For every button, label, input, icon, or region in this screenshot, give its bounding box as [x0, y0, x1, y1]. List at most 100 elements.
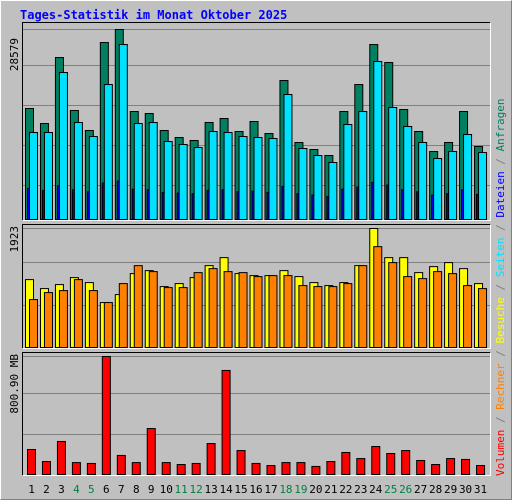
x-tick-label: 11	[175, 483, 188, 496]
legend-separator: /	[494, 151, 507, 171]
x-tick-label: 28	[429, 483, 442, 496]
bar	[388, 107, 398, 220]
x-tick-label: 20	[309, 483, 322, 496]
bar	[236, 450, 246, 476]
bar	[56, 440, 66, 475]
bar	[58, 72, 68, 220]
bar	[116, 454, 126, 475]
x-tick-label: 18	[279, 483, 292, 496]
bar	[251, 462, 261, 475]
y-tick-label: 800.90 MB	[8, 354, 21, 414]
y-tick-label: 1923	[8, 226, 21, 253]
bar	[103, 84, 113, 220]
legend-entry: Volumen	[494, 430, 507, 476]
bar	[356, 458, 366, 475]
legend-entry: Seiten	[494, 238, 507, 278]
bar	[178, 144, 188, 220]
bar	[148, 122, 158, 220]
panel-bevel-light	[22, 352, 491, 476]
legend-separator: /	[494, 218, 507, 238]
x-tick-label: 29	[444, 483, 457, 496]
bar	[208, 131, 218, 220]
x-tick-label: 6	[103, 483, 110, 496]
bar	[253, 276, 263, 349]
x-tick-label: 19	[294, 483, 307, 496]
x-tick-label: 25	[384, 483, 397, 496]
x-tick-label: 24	[369, 483, 383, 496]
bar	[146, 428, 156, 475]
legend-entry: Rechner	[494, 363, 507, 410]
x-tick-label: 22	[339, 483, 352, 496]
bar	[298, 285, 308, 349]
x-tick-label: 14	[219, 483, 233, 496]
bar	[163, 141, 173, 220]
bar	[326, 461, 336, 475]
bar	[373, 61, 383, 220]
x-tick-label: 10	[160, 483, 173, 496]
x-tick-label: 16	[249, 483, 262, 496]
chart-title: Tages-Statistik im Monat Oktober 2025	[20, 8, 287, 22]
x-tick-label: 31	[474, 483, 487, 496]
bar	[343, 283, 353, 349]
bar	[371, 446, 381, 475]
bar	[328, 286, 338, 348]
x-tick-label: 8	[133, 483, 140, 496]
x-tick-label: 27	[414, 483, 427, 496]
bar	[313, 286, 323, 348]
bar	[268, 275, 278, 349]
bar	[193, 272, 203, 348]
bar	[29, 132, 38, 220]
bar	[403, 276, 413, 349]
bar	[27, 448, 36, 476]
bar	[223, 132, 233, 220]
bar	[403, 126, 413, 220]
bar	[88, 290, 98, 348]
bar	[358, 265, 368, 348]
x-tick-label: 13	[204, 483, 217, 496]
legend-entry: Anfragen	[494, 98, 507, 151]
bar	[433, 158, 443, 220]
panel-bevel-dark	[22, 22, 491, 221]
bar	[268, 138, 278, 220]
bar	[446, 458, 456, 475]
bar	[478, 288, 488, 348]
bar	[448, 273, 458, 348]
bar	[208, 268, 218, 349]
x-tick-label: 9	[148, 483, 155, 496]
bar	[86, 462, 96, 475]
bar	[283, 275, 293, 349]
bar	[296, 462, 306, 476]
bar	[358, 111, 368, 220]
x-tick-label: 2	[43, 483, 50, 496]
bar	[476, 465, 486, 476]
x-tick-label: 26	[399, 483, 412, 496]
x-tick-label: 30	[459, 483, 472, 496]
bar	[298, 148, 308, 220]
x-tick-label: 23	[354, 483, 367, 496]
x-tick-label: 21	[324, 483, 337, 496]
bar	[281, 462, 291, 476]
bar	[431, 464, 441, 476]
legend-separator: /	[494, 344, 507, 364]
bar	[161, 462, 171, 476]
bar	[448, 151, 458, 221]
bar	[386, 453, 396, 475]
bar	[73, 279, 83, 348]
bar	[29, 299, 38, 349]
bar	[238, 136, 248, 220]
bar	[313, 155, 323, 220]
bar	[101, 356, 111, 475]
bar	[43, 132, 53, 220]
bar	[283, 94, 293, 220]
legend-entry: Besuche	[494, 297, 507, 343]
bar	[266, 465, 276, 476]
bar	[401, 450, 411, 476]
bar	[131, 462, 141, 476]
bar	[221, 369, 231, 476]
panel	[22, 352, 490, 475]
legend: Volumen / Rechner / Besuche / Seiten / D…	[494, 98, 507, 476]
panel-bevel-light	[22, 224, 491, 349]
bar	[73, 122, 83, 220]
x-tick-label: 7	[118, 483, 125, 496]
